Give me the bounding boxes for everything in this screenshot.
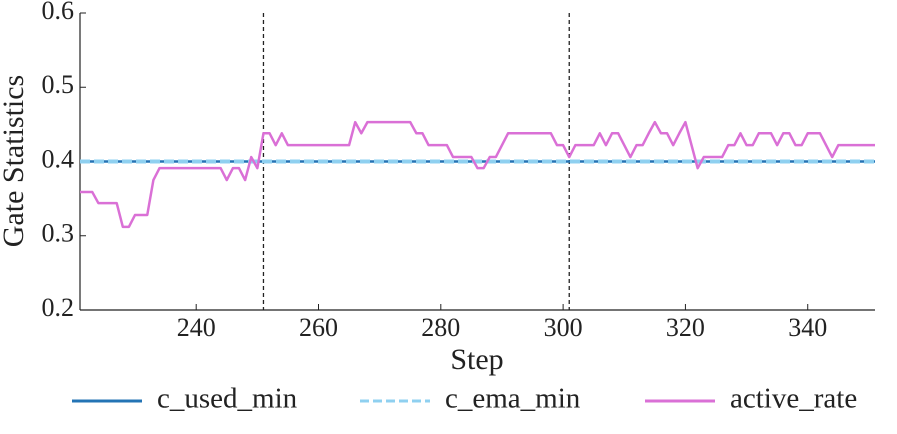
y-tick-label: 0.5	[42, 70, 75, 99]
y-tick-label: 0.4	[42, 144, 75, 173]
series-line	[80, 120, 875, 229]
x-axis-label: Step	[450, 343, 503, 376]
y-tick-label: 0.6	[42, 0, 75, 25]
x-tick-label: 300	[544, 313, 583, 342]
y-tick-label: 0.3	[42, 219, 75, 248]
x-tick-label: 340	[788, 313, 827, 342]
legend-label: active_rate	[730, 383, 857, 415]
x-tick-label: 240	[177, 313, 216, 342]
legend-label: c_used_min	[157, 383, 298, 415]
x-tick-label: 320	[666, 313, 705, 342]
x-tick-label: 260	[299, 313, 338, 342]
legend-label: c_ema_min	[445, 383, 581, 415]
x-tick-label: 280	[421, 313, 460, 342]
y-tick-label: 0.2	[42, 293, 75, 322]
y-axis-label: Gate Statistics	[0, 75, 30, 247]
